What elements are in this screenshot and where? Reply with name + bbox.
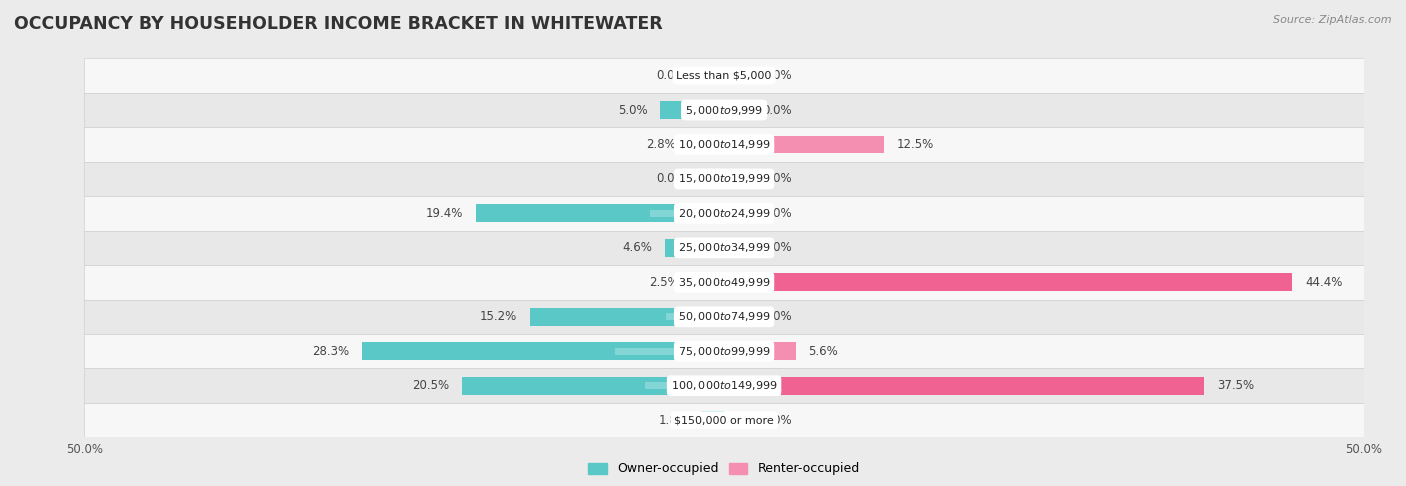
Text: $150,000 or more: $150,000 or more (675, 415, 773, 425)
Text: 0.0%: 0.0% (657, 69, 686, 82)
Legend: Owner-occupied, Renter-occupied: Owner-occupied, Renter-occupied (583, 457, 865, 481)
Bar (361, 342, 724, 360)
Text: 5.0%: 5.0% (617, 104, 647, 117)
Bar (702, 411, 724, 429)
Bar (530, 308, 724, 326)
Text: 2.5%: 2.5% (650, 276, 679, 289)
Text: $75,000 to $99,999: $75,000 to $99,999 (678, 345, 770, 358)
Bar (461, 377, 724, 395)
Text: OCCUPANCY BY HOUSEHOLDER INCOME BRACKET IN WHITEWATER: OCCUPANCY BY HOUSEHOLDER INCOME BRACKET … (14, 15, 662, 33)
Bar (665, 239, 724, 257)
Bar (714, 279, 724, 286)
Bar (650, 210, 724, 217)
Text: Less than $5,000: Less than $5,000 (676, 70, 772, 81)
Bar (689, 136, 724, 154)
Bar (84, 334, 1364, 368)
Bar (84, 403, 1364, 437)
Bar (645, 382, 724, 389)
Text: $20,000 to $24,999: $20,000 to $24,999 (678, 207, 770, 220)
Text: 0.0%: 0.0% (762, 173, 792, 186)
Bar (661, 101, 724, 119)
Text: 0.0%: 0.0% (762, 69, 792, 82)
Bar (724, 342, 796, 360)
Bar (724, 273, 1292, 291)
Bar (666, 313, 724, 320)
Text: $35,000 to $49,999: $35,000 to $49,999 (678, 276, 770, 289)
Text: 37.5%: 37.5% (1216, 379, 1254, 392)
Bar (84, 196, 1364, 231)
Text: 15.2%: 15.2% (479, 310, 517, 323)
Bar (84, 265, 1364, 299)
Text: 20.5%: 20.5% (412, 379, 449, 392)
Text: $5,000 to $9,999: $5,000 to $9,999 (685, 104, 763, 117)
Bar (84, 299, 1364, 334)
Text: 0.0%: 0.0% (762, 242, 792, 254)
Text: $10,000 to $14,999: $10,000 to $14,999 (678, 138, 770, 151)
Text: $25,000 to $34,999: $25,000 to $34,999 (678, 242, 770, 254)
Text: $15,000 to $19,999: $15,000 to $19,999 (678, 173, 770, 186)
Bar (724, 136, 884, 154)
Text: 0.0%: 0.0% (762, 310, 792, 323)
Text: 12.5%: 12.5% (897, 138, 934, 151)
Text: 2.8%: 2.8% (645, 138, 675, 151)
Bar (724, 377, 1204, 395)
Text: 28.3%: 28.3% (312, 345, 349, 358)
Text: 44.4%: 44.4% (1305, 276, 1343, 289)
Text: Source: ZipAtlas.com: Source: ZipAtlas.com (1274, 15, 1392, 25)
Bar (84, 368, 1364, 403)
Bar (84, 58, 1364, 93)
Bar (84, 127, 1364, 162)
Text: 1.8%: 1.8% (658, 414, 689, 427)
Bar (84, 162, 1364, 196)
Text: 19.4%: 19.4% (426, 207, 463, 220)
Text: $50,000 to $74,999: $50,000 to $74,999 (678, 310, 770, 323)
Bar (84, 231, 1364, 265)
Text: 0.0%: 0.0% (657, 173, 686, 186)
Text: 0.0%: 0.0% (762, 414, 792, 427)
Bar (713, 141, 724, 148)
Bar (692, 273, 724, 291)
Bar (717, 417, 724, 424)
Bar (706, 244, 724, 251)
Bar (84, 93, 1364, 127)
Text: 0.0%: 0.0% (762, 104, 792, 117)
Text: 4.6%: 4.6% (623, 242, 652, 254)
Bar (616, 347, 724, 355)
Text: 0.0%: 0.0% (762, 207, 792, 220)
Bar (475, 205, 724, 223)
Text: 5.6%: 5.6% (808, 345, 838, 358)
Bar (704, 106, 724, 114)
Text: $100,000 to $149,999: $100,000 to $149,999 (671, 379, 778, 392)
